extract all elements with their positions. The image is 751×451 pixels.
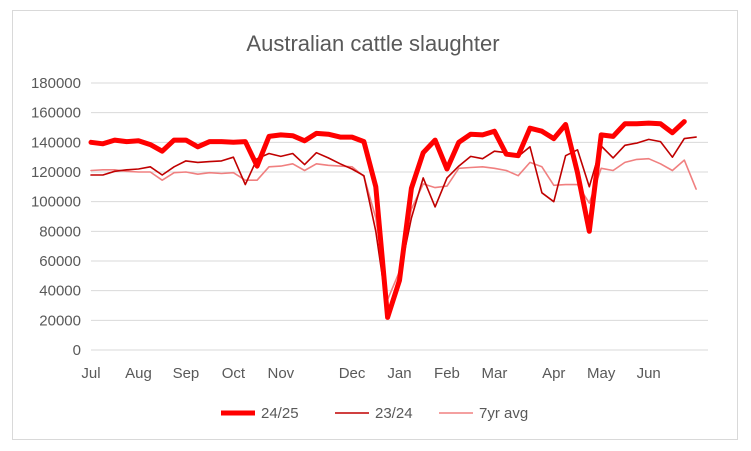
y-tick-label: 0	[73, 342, 81, 359]
x-tick-label: Feb	[434, 365, 460, 382]
x-tick-label: Mar	[482, 365, 508, 382]
series-line	[90, 157, 697, 301]
x-tick-label: Sep	[173, 365, 200, 382]
x-tick-label: Jan	[387, 365, 411, 382]
x-tick-label: Apr	[542, 365, 565, 382]
y-tick-label: 140000	[31, 134, 81, 151]
x-tick-label: Nov	[268, 365, 295, 382]
legend-label: 24/25	[261, 405, 299, 422]
x-tick-label: Aug	[125, 365, 152, 382]
y-tick-label: 160000	[31, 105, 81, 122]
y-tick-label: 40000	[39, 283, 81, 300]
x-axis-ticks: Jul Aug Sep Oct Nov Dec Jan Feb Mar Apr May Jun	[81, 365, 660, 382]
y-tick-label: 60000	[39, 253, 81, 270]
legend-label: 23/24	[375, 405, 413, 422]
chart-title: Australian cattle slaughter	[246, 31, 499, 56]
y-axis-ticks: 0 20000 40000 60000 80000 100000 120000 140000 1…	[31, 75, 81, 359]
x-tick-label: Dec	[339, 365, 366, 382]
line-chart: Australian cattle slaughter 0 20000 40000 6…	[31, 31, 708, 422]
chart-area: Australian cattle slaughter 0 20000 40000 6…	[12, 10, 738, 440]
legend-label: 7yr avg	[479, 405, 528, 422]
series-line	[88, 119, 687, 320]
x-tick-label: Oct	[222, 365, 246, 382]
x-tick-label: Jun	[637, 365, 661, 382]
x-tick-label: Jul	[81, 365, 100, 382]
series-lines	[88, 119, 697, 320]
x-tick-label: May	[587, 365, 616, 382]
legend: 24/25 23/24 7yr avg	[221, 405, 528, 422]
y-tick-label: 80000	[39, 223, 81, 240]
y-tick-label: 20000	[39, 312, 81, 329]
y-tick-label: 120000	[31, 164, 81, 181]
y-tick-label: 100000	[31, 194, 81, 211]
y-tick-label: 180000	[31, 75, 81, 92]
